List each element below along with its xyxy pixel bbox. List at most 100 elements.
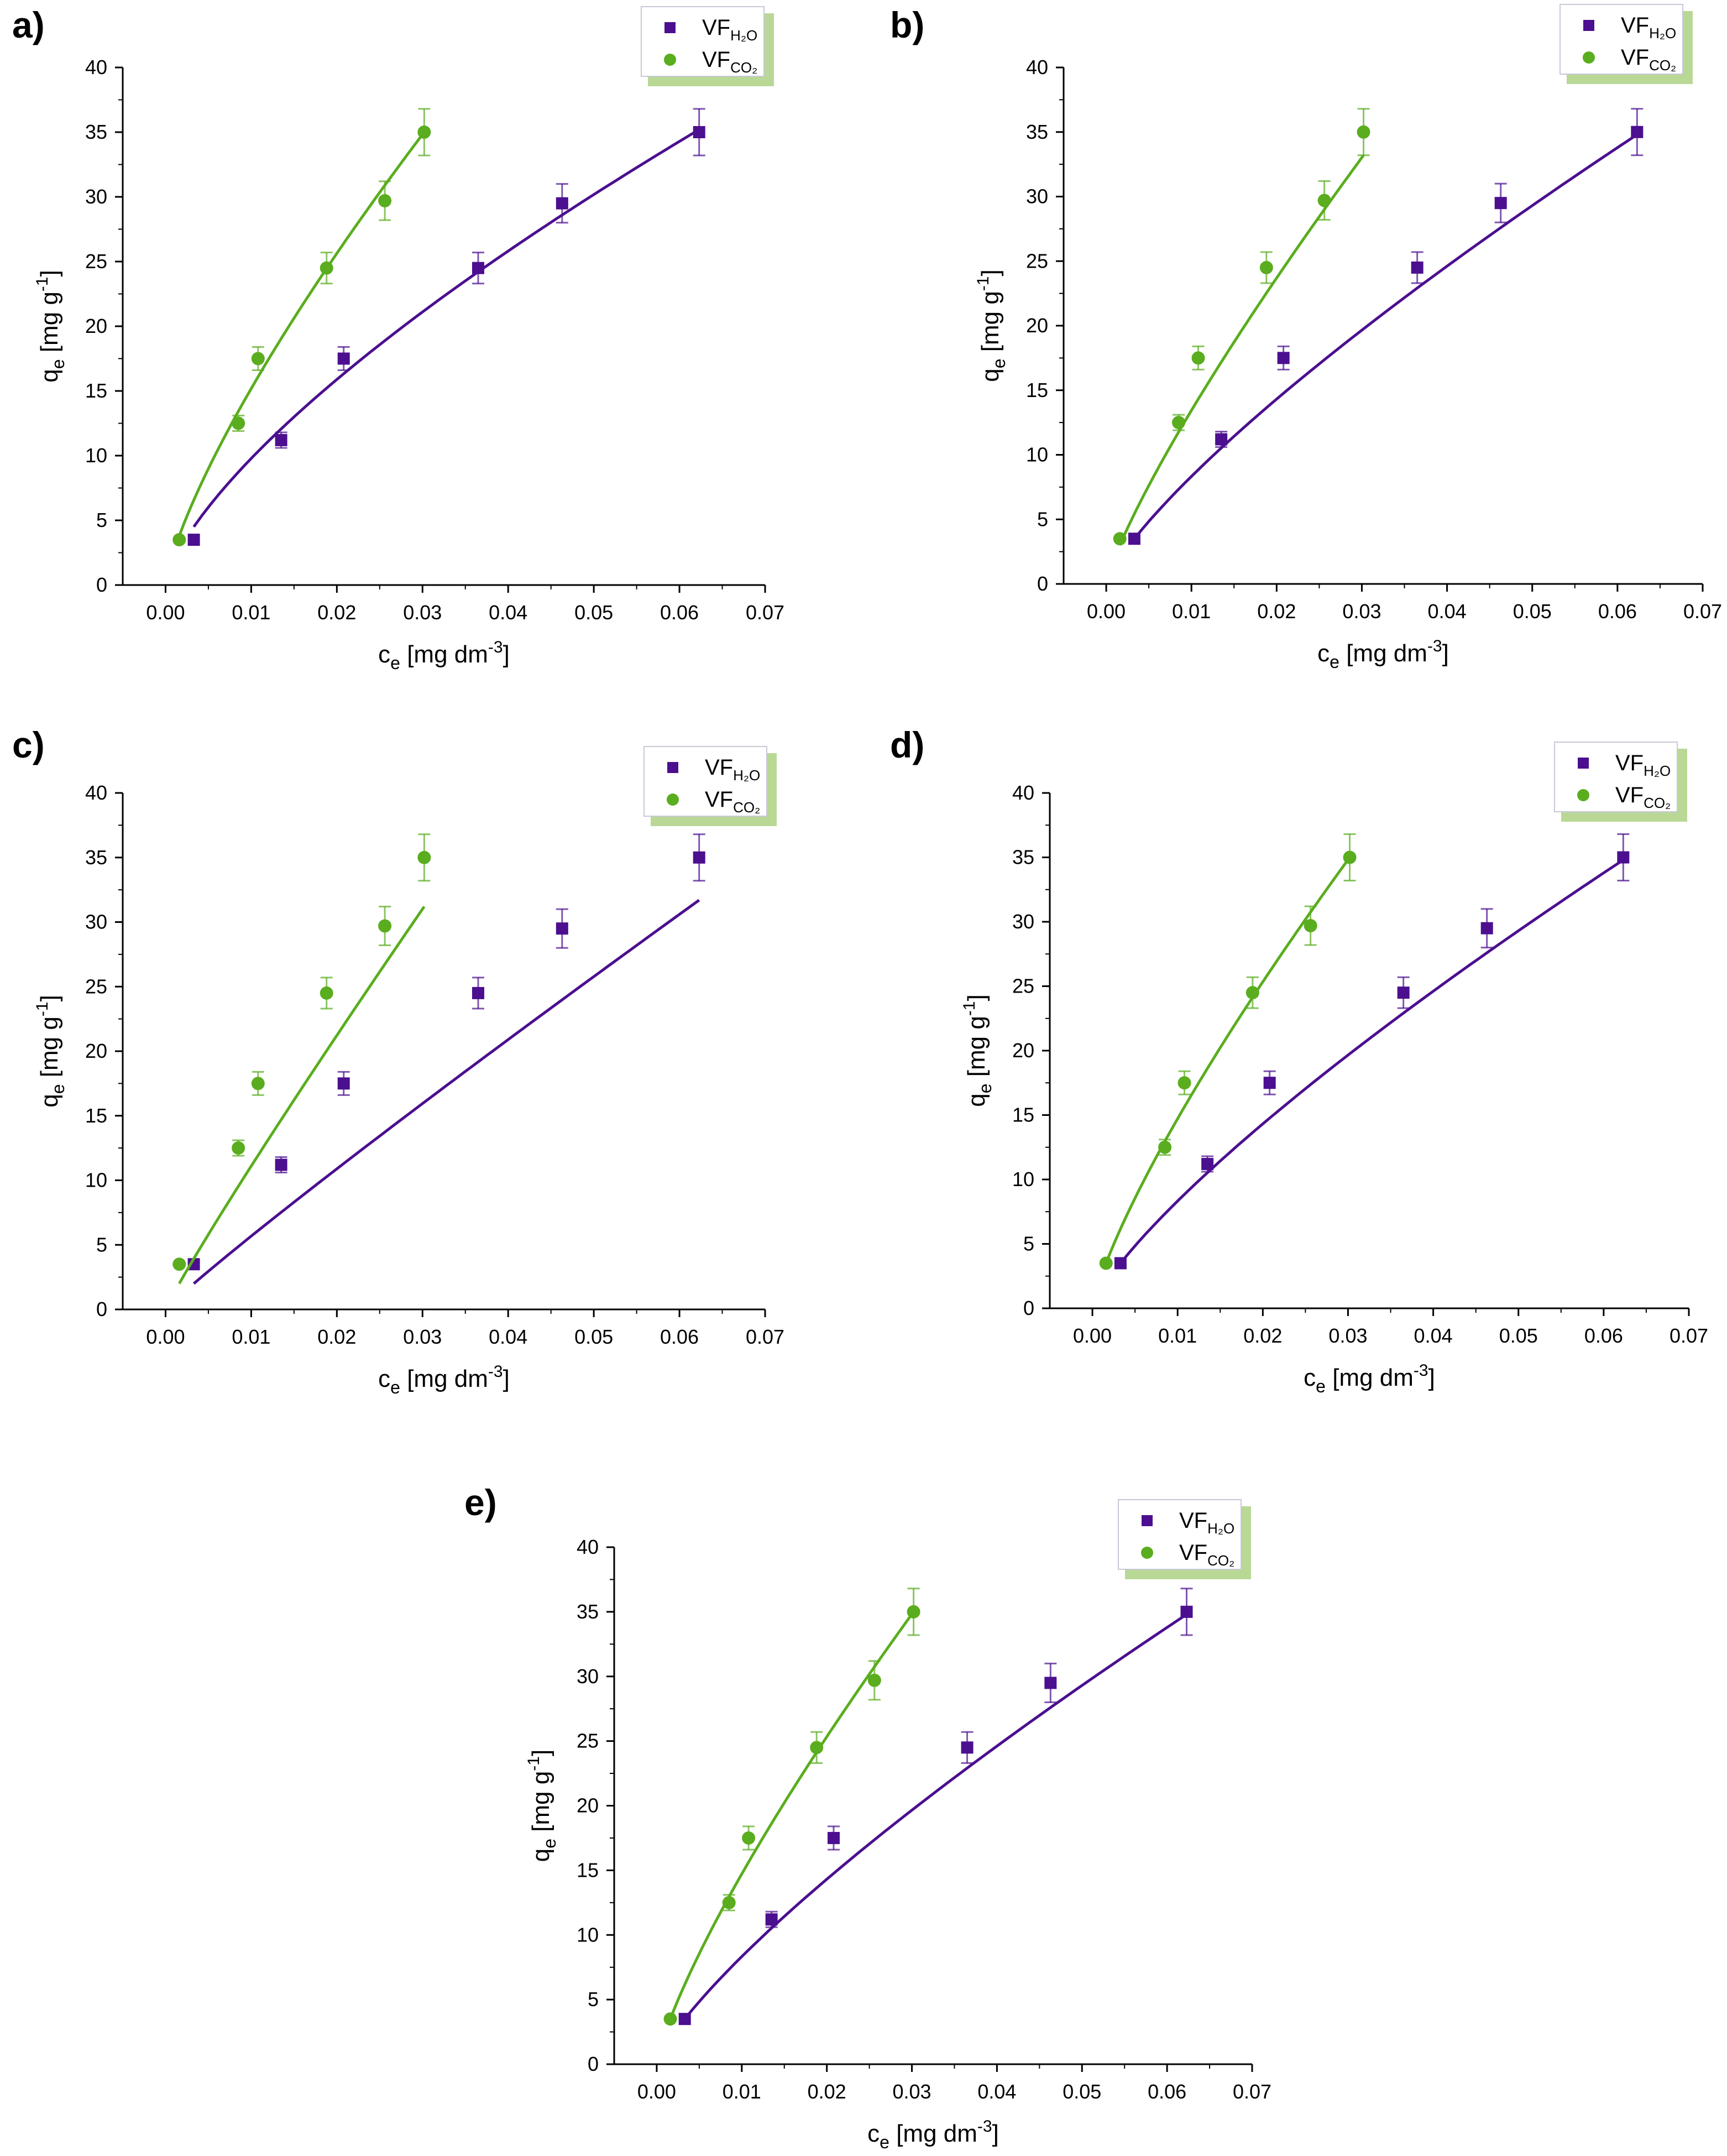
legend-box [643,746,767,817]
data-point [810,1741,824,1755]
y-axis-title-close: ] [977,269,1004,276]
y-tick-label: 35 [577,1600,599,1623]
legend-label-base: VF [1179,1541,1207,1565]
series-vf-h2o [187,108,705,546]
y-tick-label: 0 [1037,572,1048,595]
x-axis-title-base: c [378,1365,390,1392]
data-point [1178,1076,1191,1090]
x-tick-label: 0.01 [232,601,270,624]
data-point [1215,433,1228,446]
legend-label-base: VF [1615,783,1644,807]
y-tick-label: 15 [85,1104,107,1127]
data-point [472,986,484,999]
x-axis-title-sup: -3 [488,1362,503,1381]
y-axis-title-sub: e [540,1839,559,1849]
data-point [1191,351,1205,365]
x-axis-title-close: ] [1442,640,1449,667]
y-tick-label: 0 [96,1298,107,1320]
legend-marker-circle [1583,51,1595,64]
x-tick-label: 0.05 [1499,1324,1538,1347]
chart-panel: d) 0 5 10 15 20 25 30 35 40 0.00 0.01 0.02 0.03 0.04 0.… [890,724,1708,1396]
data-point [1304,918,1317,932]
legend-label-sub: H₂O [1207,1520,1234,1537]
fit-curve [178,906,426,1285]
x-tick-label: 0.00 [146,1325,185,1348]
legend-label-base: VF [1615,751,1644,775]
y-axis-title-close: ] [963,994,990,1001]
x-axis-title: ce [mg dm-3] [378,1362,510,1397]
y-axis-title-sup: -1 [33,276,51,291]
legend-label-sub: H₂O [733,767,760,784]
data-point [320,986,333,1000]
series-vf-co2 [172,108,431,547]
series-vf-co2 [1113,108,1370,546]
panel-letter: a) [12,4,45,45]
fit-curve [1118,154,1365,546]
y-tick-label: 10 [1012,1168,1034,1191]
y-tick-label: 25 [85,250,107,273]
legend-label: VFH₂O [1615,751,1671,779]
legend-marker-square [1578,758,1589,769]
y-axis-title-base: q [527,1849,554,1862]
x-axis-title-close: ] [503,641,510,668]
legend-label-base: VF [702,48,730,72]
legend-label: VFCO₂ [1179,1541,1234,1569]
x-axis-title-base: c [1317,640,1330,667]
data-point [1631,126,1644,138]
y-tick-label: 20 [85,315,107,337]
data-point [722,1896,736,1909]
x-tick-label: 0.01 [1158,1324,1197,1347]
y-tick-label: 35 [1012,846,1034,869]
data-point [337,352,350,365]
data-point [1317,194,1331,207]
y-axis-title-unit: [mg g [36,1016,63,1084]
x-axis-title: ce [mg dm-3] [867,2117,999,2152]
y-axis-title-unit: [mg g [977,291,1004,358]
y-axis-title: qe [mg g-1] [33,995,68,1107]
x-tick-label: 0.07 [1233,2080,1271,2103]
y-tick-label: 40 [1012,781,1034,804]
x-tick-label: 0.07 [1683,600,1722,623]
data-point [678,2013,691,2026]
x-tick-label: 0.07 [746,601,784,624]
x-tick-label: 0.01 [232,1325,270,1348]
legend-label: VFH₂O [1179,1508,1234,1537]
legend-box [1554,742,1678,812]
data-point [1259,260,1273,274]
legend-box [1118,1499,1242,1570]
fit-curve [177,131,426,536]
legend-marker-square [1142,1515,1153,1526]
y-axis-title-unit: [mg g [36,291,63,359]
data-point [1099,1256,1113,1270]
x-tick-label: 0.04 [1428,600,1467,623]
fit-curve [669,1611,915,2020]
data-point [337,1077,350,1090]
chart-panel: b) 0 5 10 15 20 25 30 35 40 0.00 0.01 0.02 0.03 0.04 0.… [890,4,1722,672]
y-tick-label: 30 [577,1665,599,1688]
data-point [187,534,200,546]
data-point [1245,986,1259,1000]
legend-box [641,6,765,77]
x-tick-label: 0.06 [1148,2080,1186,2103]
data-point [275,1158,287,1171]
legend-label-base: VF [1621,45,1649,70]
data-point [417,850,431,864]
data-point [472,262,484,274]
x-tick-label: 0.00 [146,601,185,624]
data-point [1480,922,1493,935]
panel-letter: e) [464,1482,497,1523]
fit-curve [1119,859,1624,1264]
series-vf-h2o [187,833,705,1285]
y-tick-label: 35 [85,846,107,869]
x-tick-label: 0.03 [892,2080,931,2103]
x-tick-label: 0.04 [489,601,527,624]
legend-label-sub: H₂O [1644,763,1671,779]
y-axis-title-close: ] [36,995,63,1001]
x-tick-label: 0.03 [403,1325,442,1348]
data-point [232,1141,245,1155]
x-tick-label: 0.06 [660,1325,699,1348]
x-axis-title-base: c [1304,1364,1316,1391]
series-vf-h2o [1128,108,1644,545]
